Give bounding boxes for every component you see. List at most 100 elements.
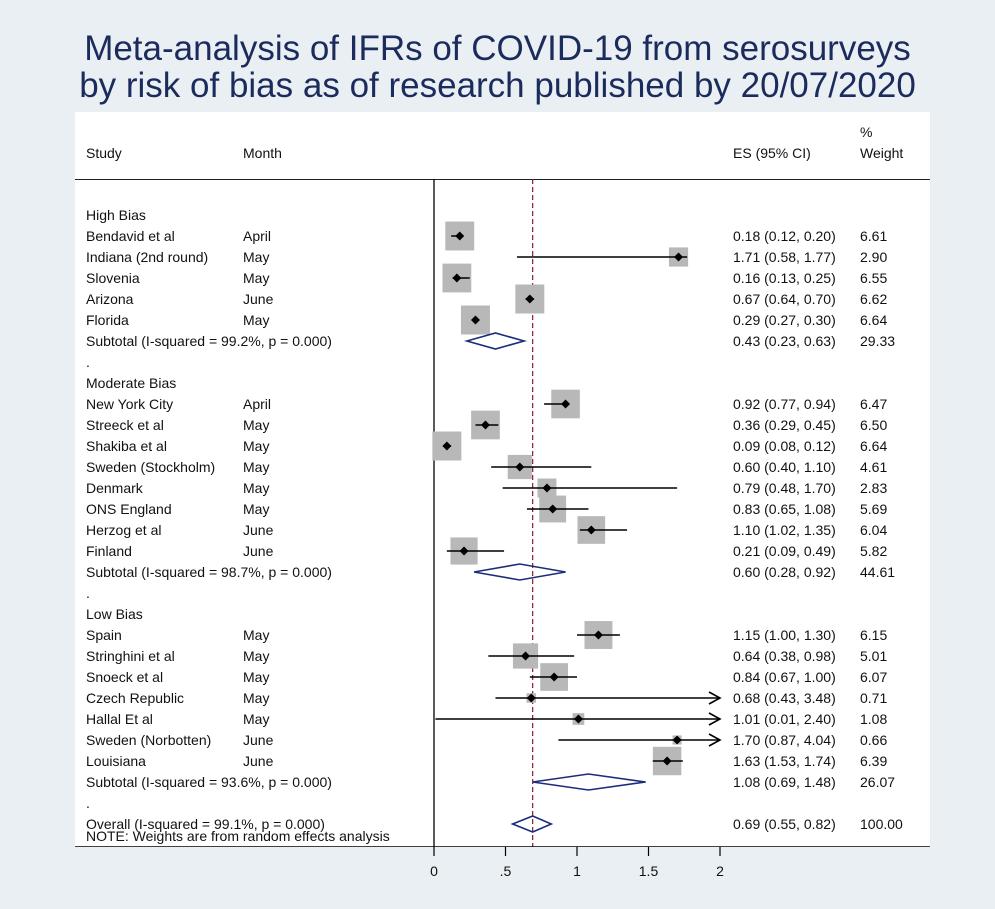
study-month: June xyxy=(243,543,274,559)
study-weight: 5.01 xyxy=(860,648,887,664)
spacer-dot: . xyxy=(86,354,90,370)
plot-panel: Study Month ES (95% CI)% Weight High Bias Be… xyxy=(75,112,930,847)
study-name: Sweden (Stockholm) xyxy=(86,459,215,475)
point-estimate xyxy=(515,462,525,472)
study-weight: 0.66 xyxy=(860,732,887,748)
point-estimate xyxy=(672,735,682,745)
study-month: May xyxy=(243,270,269,286)
study-es-ci: 1.70 (0.87, 4.04) xyxy=(733,732,836,748)
study-es-ci: 0.21 (0.09, 0.49) xyxy=(733,543,836,559)
spacer-dot: . xyxy=(86,795,90,811)
subtotal-diamond xyxy=(463,332,528,350)
study-es-ci: 0.79 (0.48, 1.70) xyxy=(733,480,836,496)
subtotal-weight: 26.07 xyxy=(860,774,895,790)
study-name: Louisiana xyxy=(86,753,146,769)
point-estimate xyxy=(526,693,536,703)
point-estimate xyxy=(455,231,465,241)
study-es-ci: 1.01 (0.01, 2.40) xyxy=(733,711,836,727)
study-es-ci: 0.09 (0.08, 0.12) xyxy=(733,438,836,454)
study-es-ci: 0.84 (0.67, 1.00) xyxy=(733,669,836,685)
point-estimate xyxy=(480,420,490,430)
point-estimate xyxy=(674,252,684,262)
subtotal-es-ci: 0.60 (0.28, 0.92) xyxy=(733,564,836,580)
group-label: High Bias xyxy=(86,207,146,223)
rows-group: High Bias Bendavid et al April 0.18 (0.12, … xyxy=(86,207,903,844)
study-name: Stringhini et al xyxy=(86,648,175,664)
point-estimate xyxy=(442,441,452,451)
subtotal-diamond xyxy=(473,563,566,581)
study-weight: 5.82 xyxy=(860,543,887,559)
study-weight: 6.15 xyxy=(860,627,887,643)
subtotal-weight: 29.33 xyxy=(860,333,895,349)
study-name: Finland xyxy=(86,543,132,559)
study-es-ci: 0.60 (0.40, 1.10) xyxy=(733,459,836,475)
chart-title-line-2: by risk of bias as of research published… xyxy=(79,66,916,105)
header-group: Study Month ES (95% CI)% Weight xyxy=(75,124,930,180)
study-name: Czech Republic xyxy=(86,690,184,706)
study-es-ci: 0.68 (0.43, 3.48) xyxy=(733,690,836,706)
subtotal-weight: 44.61 xyxy=(860,564,895,580)
study-es-ci: 1.15 (1.00, 1.30) xyxy=(733,627,836,643)
study-weight: 6.64 xyxy=(860,312,887,328)
x-tick-label: .5 xyxy=(500,863,512,879)
header-es: ES (95% CI) xyxy=(733,145,811,161)
x-tick-label: 2 xyxy=(716,863,724,879)
study-weight: 0.71 xyxy=(860,690,887,706)
study-month: June xyxy=(243,753,274,769)
study-name: New York City xyxy=(86,396,173,412)
study-es-ci: 0.16 (0.13, 0.25) xyxy=(733,270,836,286)
study-month: May xyxy=(243,480,269,496)
ci-arrow-right xyxy=(708,712,722,726)
study-month: May xyxy=(243,648,269,664)
study-name: Snoeck et al xyxy=(86,669,163,685)
study-name: Hallal Et al xyxy=(86,711,153,727)
point-estimate xyxy=(542,483,552,493)
study-name: Florida xyxy=(86,312,129,328)
header-study: Study xyxy=(86,145,122,161)
study-name: Slovenia xyxy=(86,270,140,286)
study-month: May xyxy=(243,669,269,685)
study-weight: 5.69 xyxy=(860,501,887,517)
study-name: Herzog et al xyxy=(86,522,161,538)
ci-arrow-right xyxy=(708,691,722,705)
group-label: Moderate Bias xyxy=(86,375,176,391)
study-name: Arizona xyxy=(86,291,134,307)
point-estimate xyxy=(586,525,596,535)
overall-es-ci: 0.69 (0.55, 0.82) xyxy=(733,816,836,832)
point-estimate xyxy=(459,546,469,556)
study-month: May xyxy=(243,711,269,727)
study-month: May xyxy=(243,312,269,328)
study-name: Indiana (2nd round) xyxy=(86,249,208,265)
group-label: Low Bias xyxy=(86,606,143,622)
study-es-ci: 0.67 (0.64, 0.70) xyxy=(733,291,836,307)
study-es-ci: 1.63 (1.53, 1.74) xyxy=(733,753,836,769)
study-month: May xyxy=(243,438,269,454)
subtotal-es-ci: 1.08 (0.69, 1.48) xyxy=(733,774,836,790)
x-tick-label: 1.5 xyxy=(639,863,659,879)
point-estimate xyxy=(573,714,583,724)
point-estimate xyxy=(593,630,603,640)
study-weight: 1.08 xyxy=(860,711,887,727)
study-month: May xyxy=(243,501,269,517)
study-es-ci: 0.83 (0.65, 1.08) xyxy=(733,501,836,517)
subtotal-diamond xyxy=(532,773,646,791)
study-month: May xyxy=(243,459,269,475)
study-name: Streeck et al xyxy=(86,417,164,433)
study-name: Denmark xyxy=(86,480,144,496)
point-estimate xyxy=(561,399,571,409)
subtotal-label: Subtotal (I-squared = 93.6%, p = 0.000) xyxy=(86,774,332,790)
point-estimate xyxy=(662,756,672,766)
forest-plot: Study Month ES (95% CI)% Weight High Bias Be… xyxy=(75,124,930,847)
study-es-ci: 1.10 (1.02, 1.35) xyxy=(733,522,836,538)
study-month: May xyxy=(243,249,269,265)
subtotal-label: Subtotal (I-squared = 99.2%, p = 0.000) xyxy=(86,333,332,349)
study-es-ci: 0.36 (0.29, 0.45) xyxy=(733,417,836,433)
study-es-ci: 0.92 (0.77, 0.94) xyxy=(733,396,836,412)
point-estimate xyxy=(525,294,535,304)
study-name: ONS England xyxy=(86,501,172,517)
study-weight: 2.83 xyxy=(860,480,887,496)
study-es-ci: 0.18 (0.12, 0.20) xyxy=(733,228,836,244)
study-weight: 6.07 xyxy=(860,669,887,685)
study-month: April xyxy=(243,396,271,412)
